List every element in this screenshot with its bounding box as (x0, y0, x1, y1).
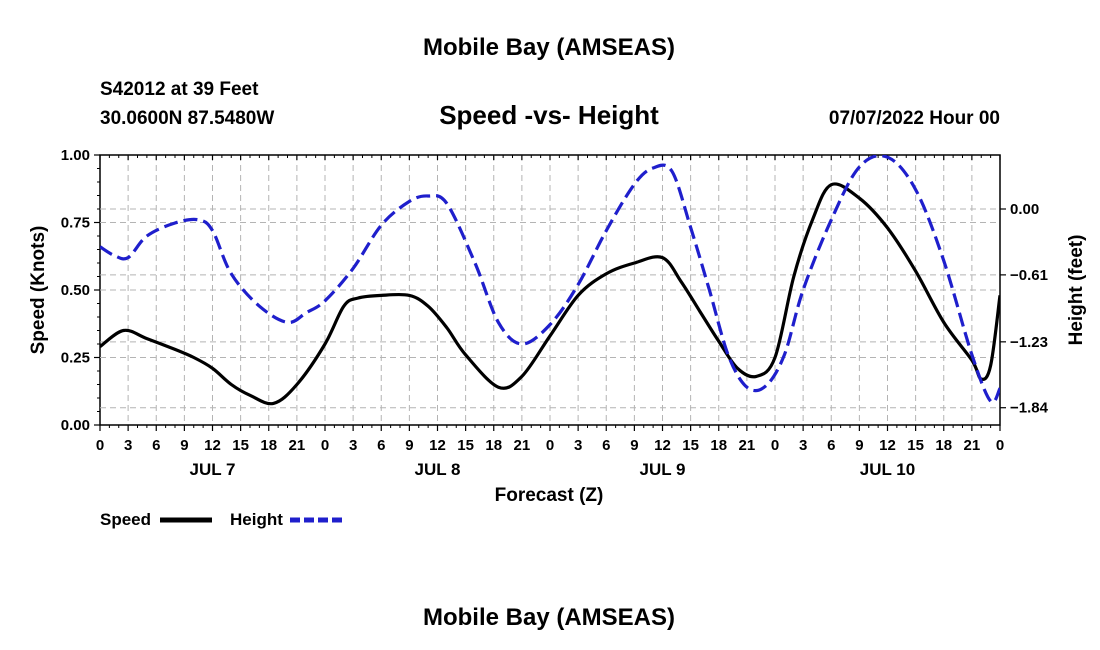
x-tick-label: 6 (152, 437, 160, 454)
x-tick-label: 15 (907, 437, 924, 454)
x-axis-title: Forecast (Z) (495, 485, 604, 506)
x-tick-label: 0 (996, 437, 1004, 454)
x-tick-label: 12 (204, 437, 221, 454)
left-tick-label: 1.00 (61, 147, 90, 164)
speed-line (100, 182, 1000, 406)
day-label: JUL 7 (190, 460, 236, 479)
station-coordinates: 30.0600N 87.5480W (100, 108, 274, 129)
x-tick-label: 9 (405, 437, 413, 454)
station-name: S42012 at 39 Feet (100, 79, 259, 100)
grid (100, 155, 1000, 425)
left-axis-title: Speed (Knots) (28, 226, 49, 355)
day-label: JUL 9 (640, 460, 686, 479)
x-tick-label: 9 (630, 437, 638, 454)
right-tick-label: −1.23 (1010, 334, 1048, 351)
x-tick-label: 0 (321, 437, 329, 454)
axes: 0 3 6 9 12 15 18 21 0 3 6 9 12 15 18 21 0 3 6 9 12 15 18 21 0 3 6 9… (61, 147, 1049, 479)
left-tick-label: 0.50 (61, 282, 90, 299)
x-tick-label: 3 (799, 437, 807, 454)
x-tick-label: 3 (349, 437, 357, 454)
x-tick-label: 18 (935, 437, 952, 454)
x-tick-label: 21 (739, 437, 756, 454)
x-tick-label: 21 (964, 437, 981, 454)
day-label: JUL 10 (860, 460, 915, 479)
x-tick-label: 0 (96, 437, 104, 454)
right-tick-label: −1.84 (1010, 400, 1049, 417)
x-tick-label: 9 (855, 437, 863, 454)
x-tick-label: 15 (682, 437, 699, 454)
x-tick-label: 21 (289, 437, 306, 454)
day-label: JUL 8 (415, 460, 461, 479)
right-axis-title: Height (feet) (1066, 235, 1087, 346)
series (100, 155, 1000, 406)
right-tick-label: −0.61 (1010, 267, 1048, 284)
x-tick-label: 12 (429, 437, 446, 454)
right-tick-label: 0.00 (1010, 201, 1039, 218)
height-line (100, 155, 1000, 404)
left-tick-label: 0.00 (61, 417, 90, 434)
x-tick-label: 12 (879, 437, 896, 454)
x-tick-label: 0 (771, 437, 779, 454)
x-tick-label: 18 (260, 437, 277, 454)
bottom-title: Mobile Bay (AMSEAS) (423, 604, 675, 631)
x-tick-label: 12 (654, 437, 671, 454)
legend: Speed Height (100, 510, 342, 529)
forecast-date: 07/07/2022 Hour 00 (829, 108, 1000, 129)
x-tick-label: 6 (602, 437, 610, 454)
x-tick-label: 3 (574, 437, 582, 454)
chart-title: Speed -vs- Height (439, 100, 659, 130)
x-tick-label: 15 (232, 437, 249, 454)
x-tick-label: 15 (457, 437, 474, 454)
x-tick-label: 6 (827, 437, 835, 454)
legend-speed-label: Speed (100, 510, 151, 529)
x-tick-label: 9 (180, 437, 188, 454)
x-tick-label: 3 (124, 437, 132, 454)
page-title: Mobile Bay (AMSEAS) (423, 34, 675, 61)
left-tick-label: 0.25 (61, 350, 90, 367)
x-tick-label: 6 (377, 437, 385, 454)
x-tick-label: 18 (485, 437, 502, 454)
left-tick-label: 0.75 (61, 215, 90, 232)
legend-height-label: Height (230, 510, 283, 529)
x-tick-label: 18 (710, 437, 727, 454)
x-tick-label: 21 (514, 437, 531, 454)
x-tick-label: 0 (546, 437, 554, 454)
